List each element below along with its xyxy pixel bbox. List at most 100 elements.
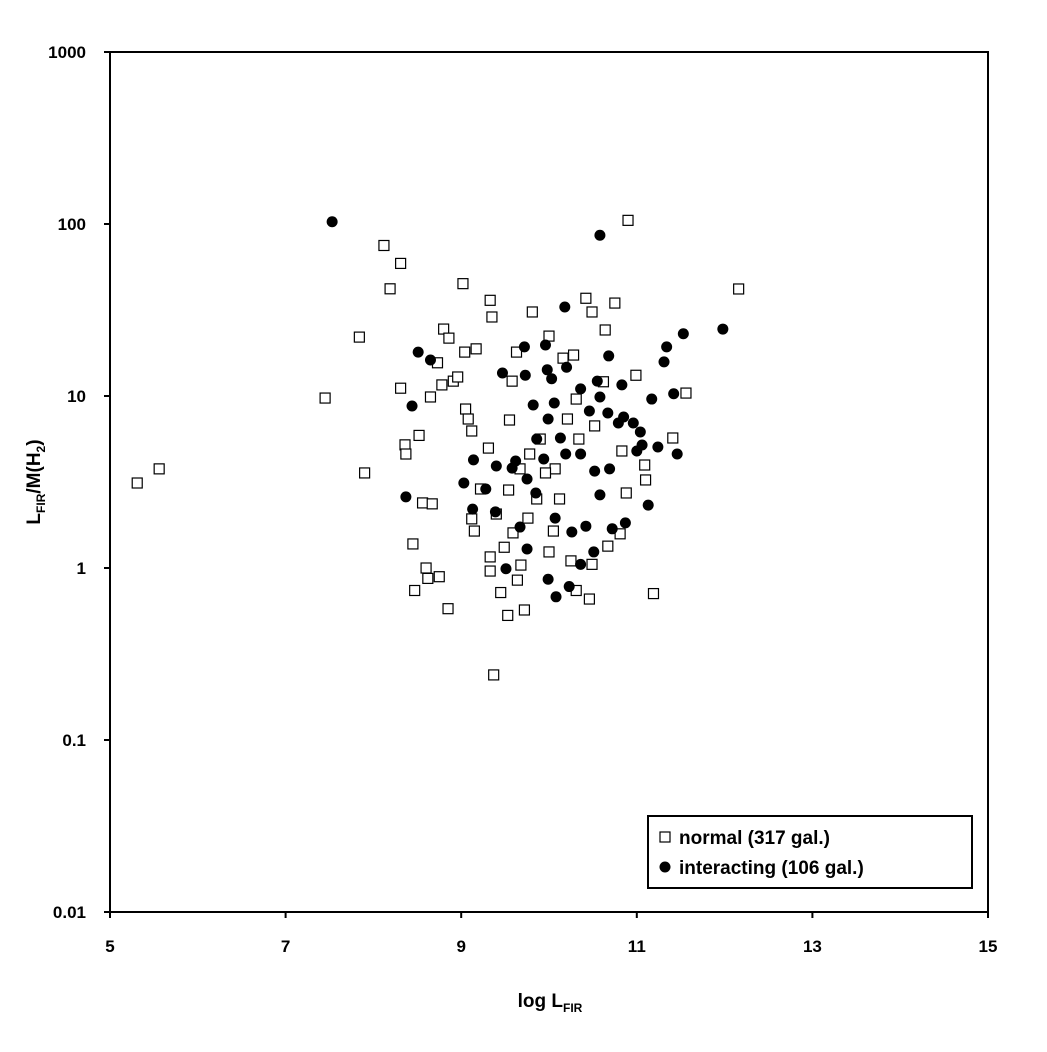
point xyxy=(599,324,611,336)
point xyxy=(566,526,578,538)
x-tick-label: 13 xyxy=(803,937,822,956)
y-axis-label: LFIR/M(H2) xyxy=(24,439,48,524)
point xyxy=(486,311,498,323)
point xyxy=(484,551,496,563)
y-label-sub: 2 xyxy=(34,445,48,452)
point xyxy=(594,489,606,501)
point xyxy=(539,467,552,479)
point xyxy=(594,391,606,403)
point xyxy=(353,331,365,343)
point xyxy=(575,448,587,460)
legend-box xyxy=(647,815,973,889)
legend-marker xyxy=(659,861,671,873)
point xyxy=(620,487,632,499)
point xyxy=(470,343,482,355)
point xyxy=(468,525,480,537)
legend-label: interacting (106 gal.) xyxy=(679,858,864,879)
point xyxy=(591,375,603,387)
point xyxy=(131,477,143,489)
point xyxy=(406,400,418,412)
point xyxy=(506,375,518,387)
point xyxy=(413,429,425,442)
point xyxy=(560,448,572,460)
point xyxy=(484,565,496,577)
point xyxy=(631,445,643,457)
point xyxy=(467,503,479,515)
point xyxy=(652,441,664,453)
point xyxy=(612,417,624,429)
y-label-part: L xyxy=(24,513,45,525)
point xyxy=(630,369,642,381)
point xyxy=(442,603,454,615)
point xyxy=(518,604,531,616)
point xyxy=(400,448,412,460)
point xyxy=(378,239,390,252)
point xyxy=(543,546,555,558)
point xyxy=(519,369,531,381)
point xyxy=(561,413,574,425)
point xyxy=(622,214,634,226)
point xyxy=(570,393,582,405)
point xyxy=(538,453,550,465)
point xyxy=(647,587,660,600)
point xyxy=(462,413,474,425)
point xyxy=(589,420,601,432)
point xyxy=(634,426,646,438)
point xyxy=(395,257,407,270)
point xyxy=(514,521,526,533)
legend-marker xyxy=(659,831,671,843)
point xyxy=(359,467,371,479)
point xyxy=(507,527,519,539)
point xyxy=(521,543,533,555)
point xyxy=(589,465,601,477)
point xyxy=(422,572,434,585)
point xyxy=(480,483,492,495)
point xyxy=(515,559,527,571)
y-tick-label: 0.01 xyxy=(53,903,86,922)
point xyxy=(400,491,412,503)
point xyxy=(326,216,338,228)
point xyxy=(530,487,542,499)
point xyxy=(549,463,561,475)
x-tick-label: 11 xyxy=(628,937,646,956)
legend-label: normal (317 gal.) xyxy=(679,828,830,849)
point xyxy=(616,379,628,391)
y-tick-label: 0.1 xyxy=(62,731,86,750)
point xyxy=(567,349,580,361)
point xyxy=(575,558,587,570)
plot-frame xyxy=(109,51,989,913)
point xyxy=(426,498,438,510)
point xyxy=(557,352,569,364)
point xyxy=(588,546,600,558)
point xyxy=(524,448,536,460)
point xyxy=(510,455,522,467)
point xyxy=(550,591,562,603)
point xyxy=(407,538,419,550)
point xyxy=(384,283,396,295)
point xyxy=(541,364,553,376)
point xyxy=(420,562,432,574)
x-tick-label: 9 xyxy=(456,937,465,956)
y-label-part: /M(H xyxy=(24,452,45,493)
point xyxy=(526,306,538,318)
point xyxy=(500,563,512,575)
x-tick-label: 5 xyxy=(105,937,114,956)
point xyxy=(495,586,507,599)
y-label-part: ) xyxy=(24,439,45,445)
x-tick-label: 15 xyxy=(979,937,998,956)
point xyxy=(547,525,559,537)
point xyxy=(484,294,496,306)
point xyxy=(542,573,554,585)
point xyxy=(717,323,729,335)
point xyxy=(466,513,478,525)
point xyxy=(733,283,745,295)
point xyxy=(539,339,551,351)
point xyxy=(457,278,469,290)
point xyxy=(565,555,577,567)
point xyxy=(498,541,510,553)
point xyxy=(459,403,472,415)
point xyxy=(482,442,495,454)
point xyxy=(527,399,539,411)
point xyxy=(658,356,670,368)
